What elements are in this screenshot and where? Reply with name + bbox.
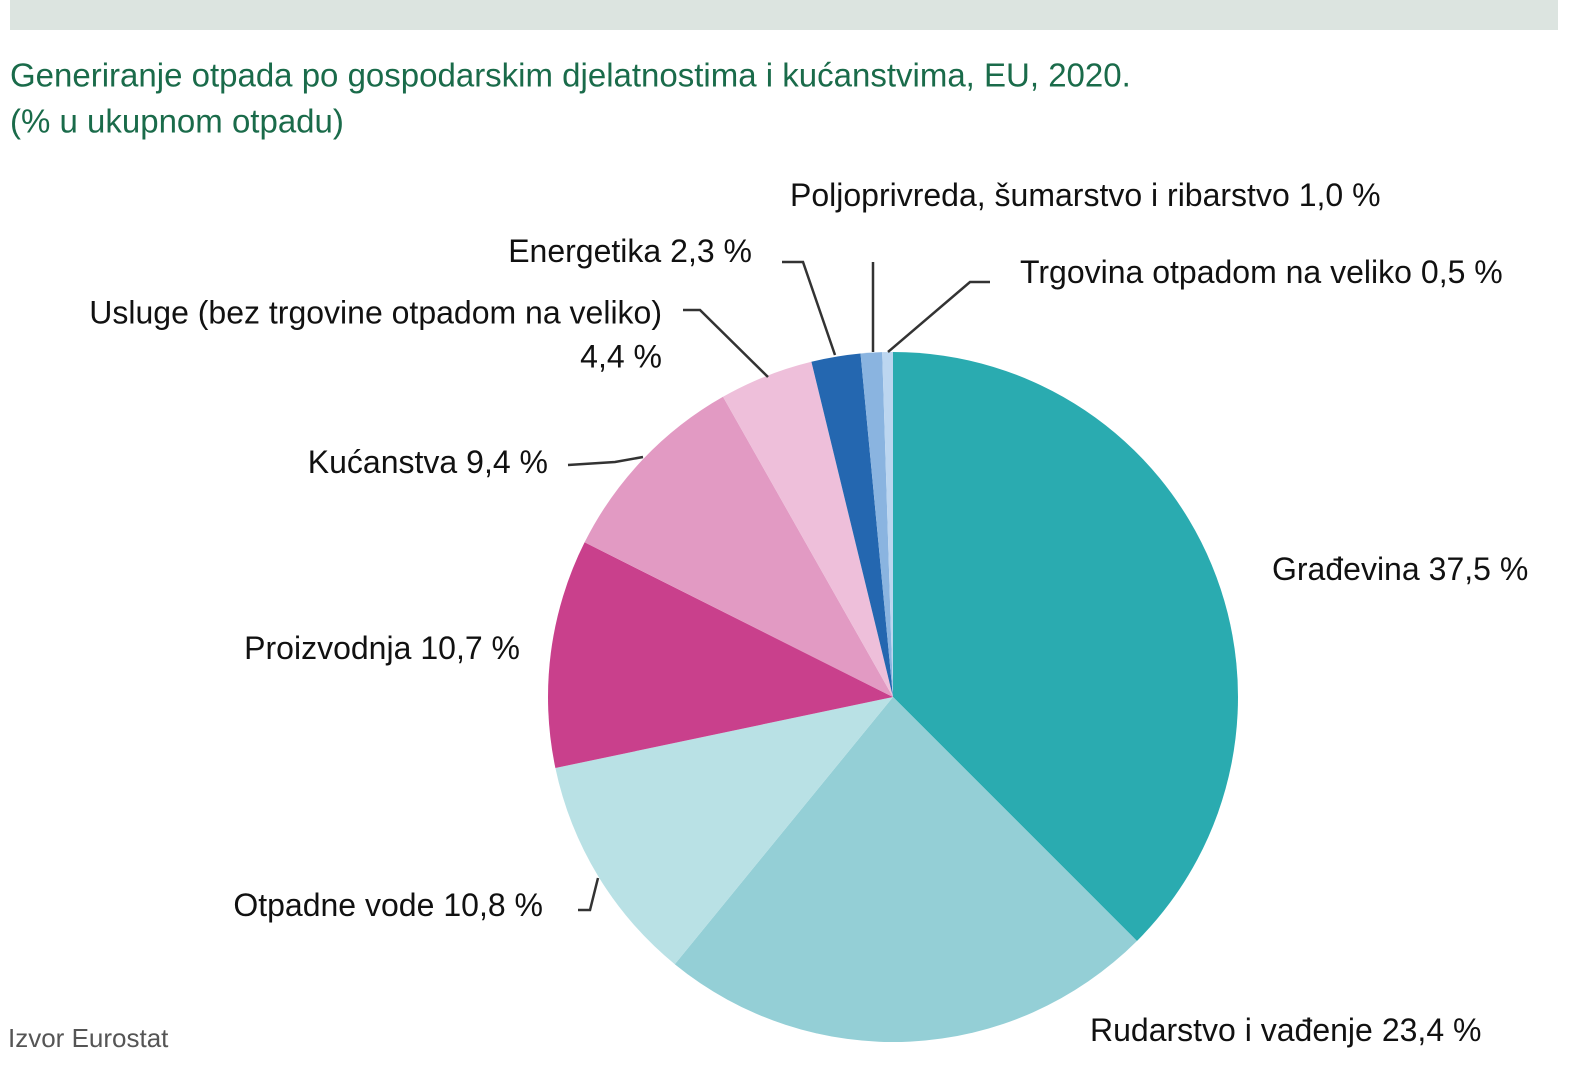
- pie-slice: [674, 697, 1137, 1042]
- slice-label: Usluge (bez trgovine otpadom na veliko): [89, 294, 662, 330]
- value-label: 10,8 %: [443, 887, 543, 923]
- leader-line: [578, 877, 600, 912]
- pie-slice: [893, 352, 1238, 941]
- pie-slice: [555, 697, 893, 965]
- slice-label-group: Građevina 37,5 %: [1272, 551, 1528, 587]
- slice-label: Kućanstva: [308, 444, 458, 480]
- pie-slice: [723, 361, 893, 697]
- pie-slice: [811, 353, 893, 697]
- leader-line: [782, 260, 837, 356]
- chart-title: Generiranje otpada po gospodarskim djela…: [10, 57, 1131, 94]
- slice-label-group: Poljoprivreda, šumarstvo i ribarstvo 1,0 …: [790, 177, 1381, 213]
- pie-slice: [548, 542, 893, 769]
- slices: [548, 352, 1238, 1042]
- slice-label: Građevina: [1272, 551, 1420, 587]
- slice-label-group: Kućanstva 9,4 %: [308, 444, 548, 480]
- slice-label: Rudarstvo i vađenje: [1090, 1012, 1373, 1048]
- leader-line: [887, 280, 990, 353]
- slice-label: Energetika: [508, 233, 661, 269]
- leader-line: [683, 308, 769, 378]
- slice-label-group: Energetika 2,3 %: [508, 233, 752, 269]
- leader-lines: [567, 260, 990, 912]
- slice-label: Trgovina otpadom na veliko: [1020, 254, 1412, 290]
- slice-label: Proizvodnja: [244, 630, 411, 666]
- slice-label: Poljoprivreda, šumarstvo i ribarstvo: [790, 177, 1290, 213]
- pie-slice: [860, 352, 893, 697]
- leader-line: [567, 455, 644, 467]
- slice-label-group: Trgovina otpadom na veliko 0,5 %: [1020, 254, 1503, 290]
- value-label: 4,4 %: [580, 338, 662, 374]
- value-label: 10,7 %: [420, 630, 520, 666]
- slice-label-group: Rudarstvo i vađenje 23,4 %: [1090, 1012, 1481, 1048]
- value-label: 23,4 %: [1382, 1012, 1482, 1048]
- value-label: 2,3 %: [670, 233, 752, 269]
- slice-label-group: Proizvodnja 10,7 %: [244, 630, 520, 666]
- pie-slice: [882, 352, 893, 697]
- value-label: 0,5 %: [1421, 254, 1503, 290]
- source: Izvor Eurostat: [8, 1023, 169, 1053]
- slice-label: Otpadne vode: [233, 887, 434, 923]
- value-label: 9,4 %: [466, 444, 548, 480]
- value-label: 1,0 %: [1299, 177, 1381, 213]
- header-band: [10, 0, 1558, 30]
- value-label: 37,5 %: [1429, 551, 1529, 587]
- slice-label-group: Otpadne vode 10,8 %: [233, 887, 543, 923]
- chart-subtitle: (% u ukupnom otpadu): [10, 103, 344, 140]
- pie-slice: [584, 396, 893, 697]
